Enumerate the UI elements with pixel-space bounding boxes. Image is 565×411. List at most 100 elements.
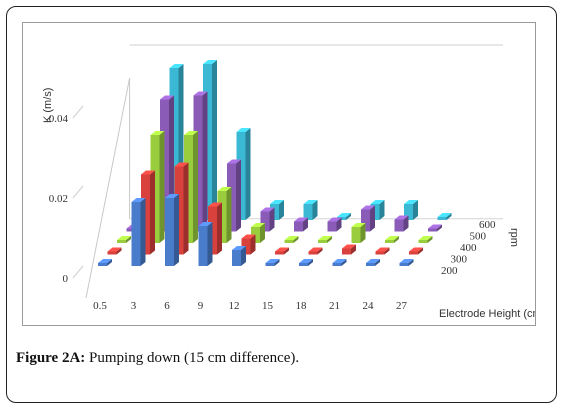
series-depth-label: 500 [470, 231, 487, 243]
bar-top [375, 247, 390, 252]
x-axis-title: Electrode Height (cm) [439, 308, 535, 320]
bar-side [413, 200, 418, 220]
bar-side [446, 213, 452, 220]
bar-top [208, 202, 222, 207]
bar-top [260, 207, 275, 212]
bar-top [366, 259, 380, 263]
bar-top [370, 200, 385, 204]
bar-side [427, 236, 433, 243]
bar-top [394, 215, 409, 220]
x-tick-label: 18 [296, 300, 308, 312]
bar-side [375, 259, 380, 266]
bar [107, 247, 122, 255]
bar-front [385, 240, 394, 243]
bar [299, 259, 313, 266]
bar-side [150, 170, 155, 255]
bar [428, 224, 442, 232]
bar-side [174, 194, 179, 266]
figure-caption-text: Pumping down (15 cm difference). [89, 350, 300, 366]
y-tick-label: 0.02 [49, 193, 68, 205]
bar-front [265, 263, 275, 266]
bar-side [379, 200, 385, 220]
bar-side [193, 131, 198, 243]
bar-side [303, 217, 308, 232]
bar-top [98, 259, 112, 263]
bar [418, 236, 433, 243]
bar-top [294, 217, 308, 222]
bar [308, 247, 323, 255]
bar [131, 198, 146, 266]
bar-front [428, 228, 437, 232]
chart-container: 0 0.02 0.04 K (m/s) Electrode Height (cm) rpm… [22, 22, 536, 326]
bar-top [318, 236, 332, 240]
bar-side [159, 131, 165, 243]
bar-top [265, 259, 280, 263]
x-tick-label: 6 [164, 300, 170, 312]
bar-top [275, 247, 289, 252]
bar-side [260, 223, 265, 243]
y-tick-label: 0.04 [49, 113, 69, 125]
y-tick-guide [72, 265, 84, 279]
bar [275, 247, 289, 255]
bar-side [418, 247, 423, 255]
bar-side [312, 200, 318, 220]
z-axis-title: rpm [508, 228, 520, 247]
x-tick-label: 9 [198, 300, 204, 312]
bar-side [217, 202, 222, 255]
bar-front [275, 251, 284, 255]
bar-top [385, 236, 399, 240]
bar-top [193, 91, 208, 96]
bar [294, 217, 308, 232]
bar-side [341, 259, 347, 266]
bar-top [198, 222, 213, 226]
bar-side [279, 200, 284, 220]
bar-front [308, 251, 318, 255]
bar-top [184, 131, 198, 135]
bar-front [409, 251, 418, 255]
bar-side [126, 236, 131, 243]
bar-top [332, 259, 347, 263]
bar-side [140, 198, 146, 266]
bar-front [418, 240, 428, 243]
bar [265, 259, 280, 266]
x-tick-label: 27 [396, 300, 408, 312]
bar-side [394, 236, 399, 243]
bar-top [174, 162, 189, 167]
bar-side [284, 247, 289, 255]
bar-top [217, 187, 232, 191]
bar-side [293, 236, 299, 243]
y-tick-guide [72, 105, 84, 119]
bar [284, 236, 299, 243]
back-wall-edge [85, 77, 131, 299]
bar-top [131, 198, 146, 202]
bar-side [236, 159, 241, 232]
bar-front [198, 226, 208, 266]
bar-top [160, 95, 174, 100]
bar-top [327, 217, 342, 222]
bar-front [284, 240, 294, 243]
bar-top [308, 247, 323, 252]
bar [404, 200, 418, 220]
bar-top [404, 200, 418, 204]
bar-side [360, 223, 366, 243]
bar-front [117, 240, 126, 243]
bar-side [250, 234, 256, 255]
bar-top [169, 64, 184, 68]
bar-top [418, 236, 433, 240]
bar-front [366, 263, 375, 266]
bar-front [318, 240, 327, 243]
bar-front [98, 263, 107, 266]
bar [198, 222, 213, 266]
series-depth-label: 200 [441, 265, 458, 277]
bar-top [107, 247, 122, 252]
x-tick-label: 24 [363, 300, 375, 312]
figure-caption: Figure 2A: Pumping down (15 cm differenc… [16, 350, 299, 367]
bar-side [327, 236, 332, 243]
bar-top [150, 131, 165, 135]
bar [375, 247, 390, 255]
bar-front [126, 228, 136, 232]
bar-top [117, 236, 131, 240]
bar [98, 259, 112, 266]
bar-front [327, 221, 337, 232]
x-tick-label: 0.5 [93, 300, 107, 312]
